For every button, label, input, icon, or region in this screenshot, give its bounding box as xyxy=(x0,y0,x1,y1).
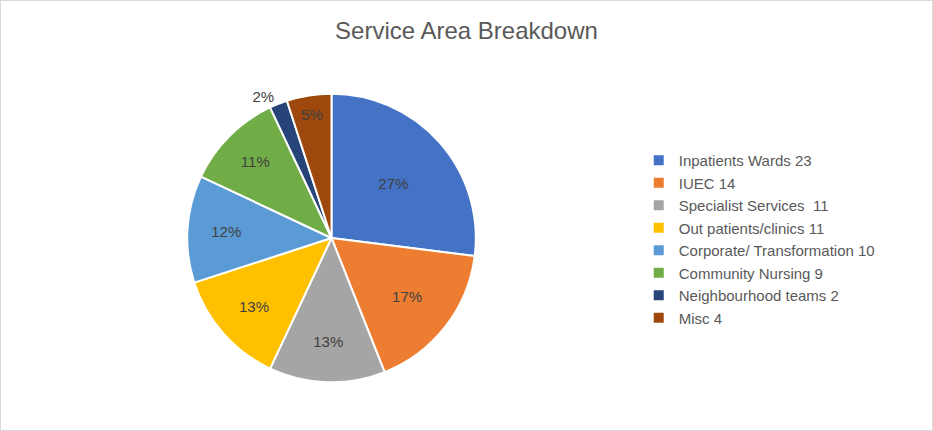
svg-text:12%: 12% xyxy=(211,223,241,240)
svg-text:Neighbourhood teams 2: Neighbourhood teams 2 xyxy=(679,287,839,304)
svg-text:13%: 13% xyxy=(239,298,269,315)
svg-text:11%: 11% xyxy=(241,153,270,170)
svg-text:17%: 17% xyxy=(392,288,422,305)
svg-text:IUEC 14: IUEC 14 xyxy=(679,175,736,192)
svg-text:Corporate/ Transformation 10: Corporate/ Transformation 10 xyxy=(679,242,875,259)
svg-text:Service Area Breakdown: Service Area Breakdown xyxy=(335,17,598,44)
svg-text:Community Nursing 9: Community Nursing 9 xyxy=(679,265,823,282)
svg-text:Specialist Services 11: Specialist Services 11 xyxy=(679,197,829,214)
svg-text:5%: 5% xyxy=(301,106,323,123)
svg-text:27%: 27% xyxy=(378,175,408,192)
svg-text:Out patients/clinics 11: Out patients/clinics 11 xyxy=(679,220,825,237)
svg-text:Misc 4: Misc 4 xyxy=(679,310,722,327)
svg-text:13%: 13% xyxy=(313,333,343,350)
svg-text:2%: 2% xyxy=(252,88,274,105)
svg-text:Inpatients Wards 23: Inpatients Wards 23 xyxy=(679,152,812,169)
